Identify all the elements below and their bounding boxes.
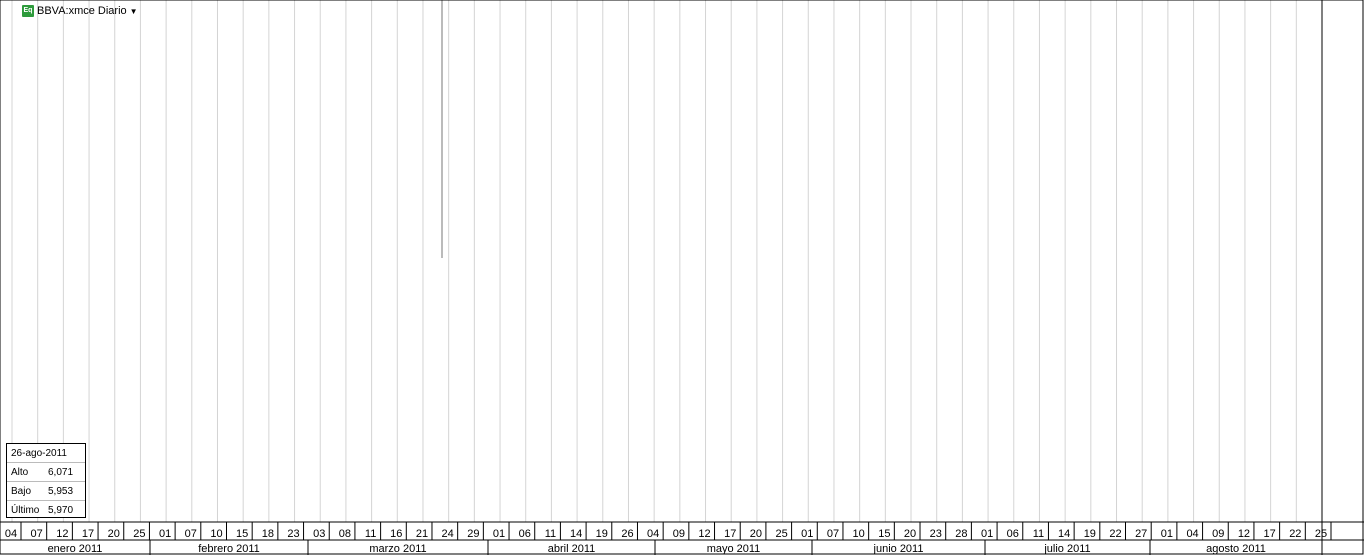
x-tick-label: 10 bbox=[210, 528, 222, 540]
x-tick-label: 06 bbox=[1007, 528, 1019, 540]
x-tick-label: 12 bbox=[698, 528, 710, 540]
x-tick-label: 04 bbox=[5, 528, 17, 540]
month-label: julio 2011 bbox=[1043, 543, 1090, 555]
symbol-selector[interactable]: Eq BBVA:xmce Diario ▼ bbox=[22, 3, 138, 19]
x-tick-label: 04 bbox=[1186, 528, 1198, 540]
x-tick-label: 22 bbox=[1109, 528, 1121, 540]
x-tick-label: 19 bbox=[596, 528, 608, 540]
chevron-down-icon[interactable]: ▼ bbox=[129, 6, 138, 16]
x-tick-label: 21 bbox=[416, 528, 428, 540]
month-label: junio 2011 bbox=[873, 543, 924, 555]
month-label: abril 2011 bbox=[548, 543, 596, 555]
x-tick-label: 11 bbox=[1033, 528, 1044, 540]
x-tick-label: 09 bbox=[1212, 528, 1224, 540]
x-tick-label: 10 bbox=[853, 528, 865, 540]
month-label: mayo 2011 bbox=[707, 543, 761, 555]
x-tick-label: 25 bbox=[133, 528, 145, 540]
equity-icon: Eq bbox=[22, 5, 34, 17]
x-tick-label: 12 bbox=[1238, 528, 1250, 540]
x-tick-label: 06 bbox=[519, 528, 531, 540]
x-tick-label: 11 bbox=[365, 528, 376, 540]
x-tick-label: 17 bbox=[1264, 528, 1276, 540]
info-row-high: Alto 6,071 bbox=[7, 463, 85, 482]
x-tick-label: 26 bbox=[621, 528, 633, 540]
x-tick-label: 18 bbox=[262, 528, 274, 540]
x-tick-label: 24 bbox=[442, 528, 454, 540]
x-tick-label: 16 bbox=[390, 528, 402, 540]
info-row-last: Último 5,970 bbox=[7, 501, 85, 519]
x-tick-label: 11 bbox=[545, 528, 556, 540]
x-tick-label: 04 bbox=[647, 528, 659, 540]
x-tick-label: 15 bbox=[878, 528, 890, 540]
info-row-low: Bajo 5,953 bbox=[7, 482, 85, 501]
x-tick-label: 01 bbox=[981, 528, 993, 540]
info-label: Último bbox=[11, 504, 40, 516]
x-tick-label: 17 bbox=[724, 528, 736, 540]
x-tick-label: 07 bbox=[827, 528, 839, 540]
x-tick-label: 20 bbox=[108, 528, 120, 540]
x-tick-label: 01 bbox=[1161, 528, 1173, 540]
x-tick-label: 20 bbox=[750, 528, 762, 540]
x-tick-label: 23 bbox=[930, 528, 942, 540]
x-tick-label: 07 bbox=[31, 528, 43, 540]
x-tick-label: 25 bbox=[1315, 528, 1327, 540]
x-tick-label: 28 bbox=[955, 528, 967, 540]
month-label: enero 2011 bbox=[48, 543, 103, 555]
x-tick-label: 22 bbox=[1289, 528, 1301, 540]
info-value: 5,953 bbox=[48, 485, 74, 497]
x-tick-label: 01 bbox=[159, 528, 171, 540]
x-tick-label: 15 bbox=[236, 528, 248, 540]
x-tick-label: 07 bbox=[185, 528, 197, 540]
month-label: marzo 2011 bbox=[369, 543, 426, 555]
x-tick-label: 01 bbox=[801, 528, 813, 540]
chart-title: BBVA:xmce Diario bbox=[37, 5, 127, 17]
info-label: Bajo bbox=[11, 485, 32, 497]
x-tick-label: 14 bbox=[1058, 528, 1070, 540]
x-tick-label: 03 bbox=[313, 528, 325, 540]
info-date: 26-ago-2011 bbox=[11, 447, 67, 459]
info-value: 6,071 bbox=[48, 466, 74, 478]
x-tick-label: 09 bbox=[673, 528, 685, 540]
x-tick-label: 23 bbox=[287, 528, 299, 540]
month-label: febrero 2011 bbox=[198, 543, 260, 555]
x-tick-label: 01 bbox=[493, 528, 505, 540]
x-tick-label: 08 bbox=[339, 528, 351, 540]
x-tick-label: 19 bbox=[1084, 528, 1096, 540]
x-tick-label: 20 bbox=[904, 528, 916, 540]
info-box: 26-ago-2011 Alto 6,071 Bajo 5,953 Último… bbox=[6, 443, 86, 518]
x-tick-label: 17 bbox=[82, 528, 94, 540]
x-tick-label: 25 bbox=[775, 528, 787, 540]
x-tick-label: 29 bbox=[467, 528, 479, 540]
info-date-row: 26-ago-2011 bbox=[7, 444, 85, 463]
info-value: 5,970 bbox=[48, 504, 74, 516]
x-tick-label: 27 bbox=[1135, 528, 1147, 540]
x-tick-label: 14 bbox=[570, 528, 582, 540]
month-label: agosto 2011 bbox=[1206, 543, 1266, 555]
x-tick-label: 12 bbox=[56, 528, 68, 540]
info-label: Alto bbox=[11, 466, 29, 478]
